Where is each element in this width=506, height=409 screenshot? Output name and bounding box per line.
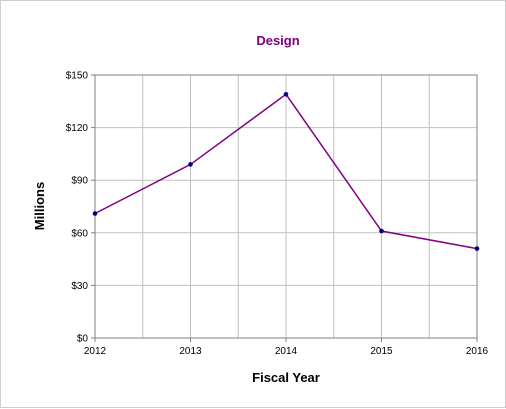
data-point	[474, 246, 480, 251]
y-tick-label: $0	[77, 334, 89, 345]
chart-title: Design	[256, 33, 299, 48]
x-axis-ticks: 2012 2013 2014 2015 2016	[84, 338, 489, 357]
data-point	[379, 228, 384, 234]
y-tick-label: $150	[66, 71, 89, 82]
x-tick-label: 2016	[466, 346, 489, 357]
y-tick-label: $30	[71, 281, 88, 292]
data-point	[283, 91, 289, 97]
y-tick-label: $120	[66, 123, 89, 134]
x-tick-label: 2012	[84, 346, 107, 357]
grid	[94, 74, 478, 339]
series	[92, 91, 480, 251]
x-axis-title: Fiscal Year	[252, 370, 320, 385]
x-tick-label: 2014	[275, 346, 298, 357]
y-axis-ticks: $0 $30 $60 $90 $120 $150	[66, 71, 95, 345]
x-tick-label: 2013	[179, 346, 202, 357]
data-point	[92, 211, 98, 216]
y-tick-label: $60	[71, 228, 88, 239]
data-point	[188, 162, 193, 167]
x-tick-label: 2015	[370, 346, 393, 357]
y-tick-label: $90	[71, 176, 88, 187]
y-axis-title: Millions	[32, 182, 47, 230]
